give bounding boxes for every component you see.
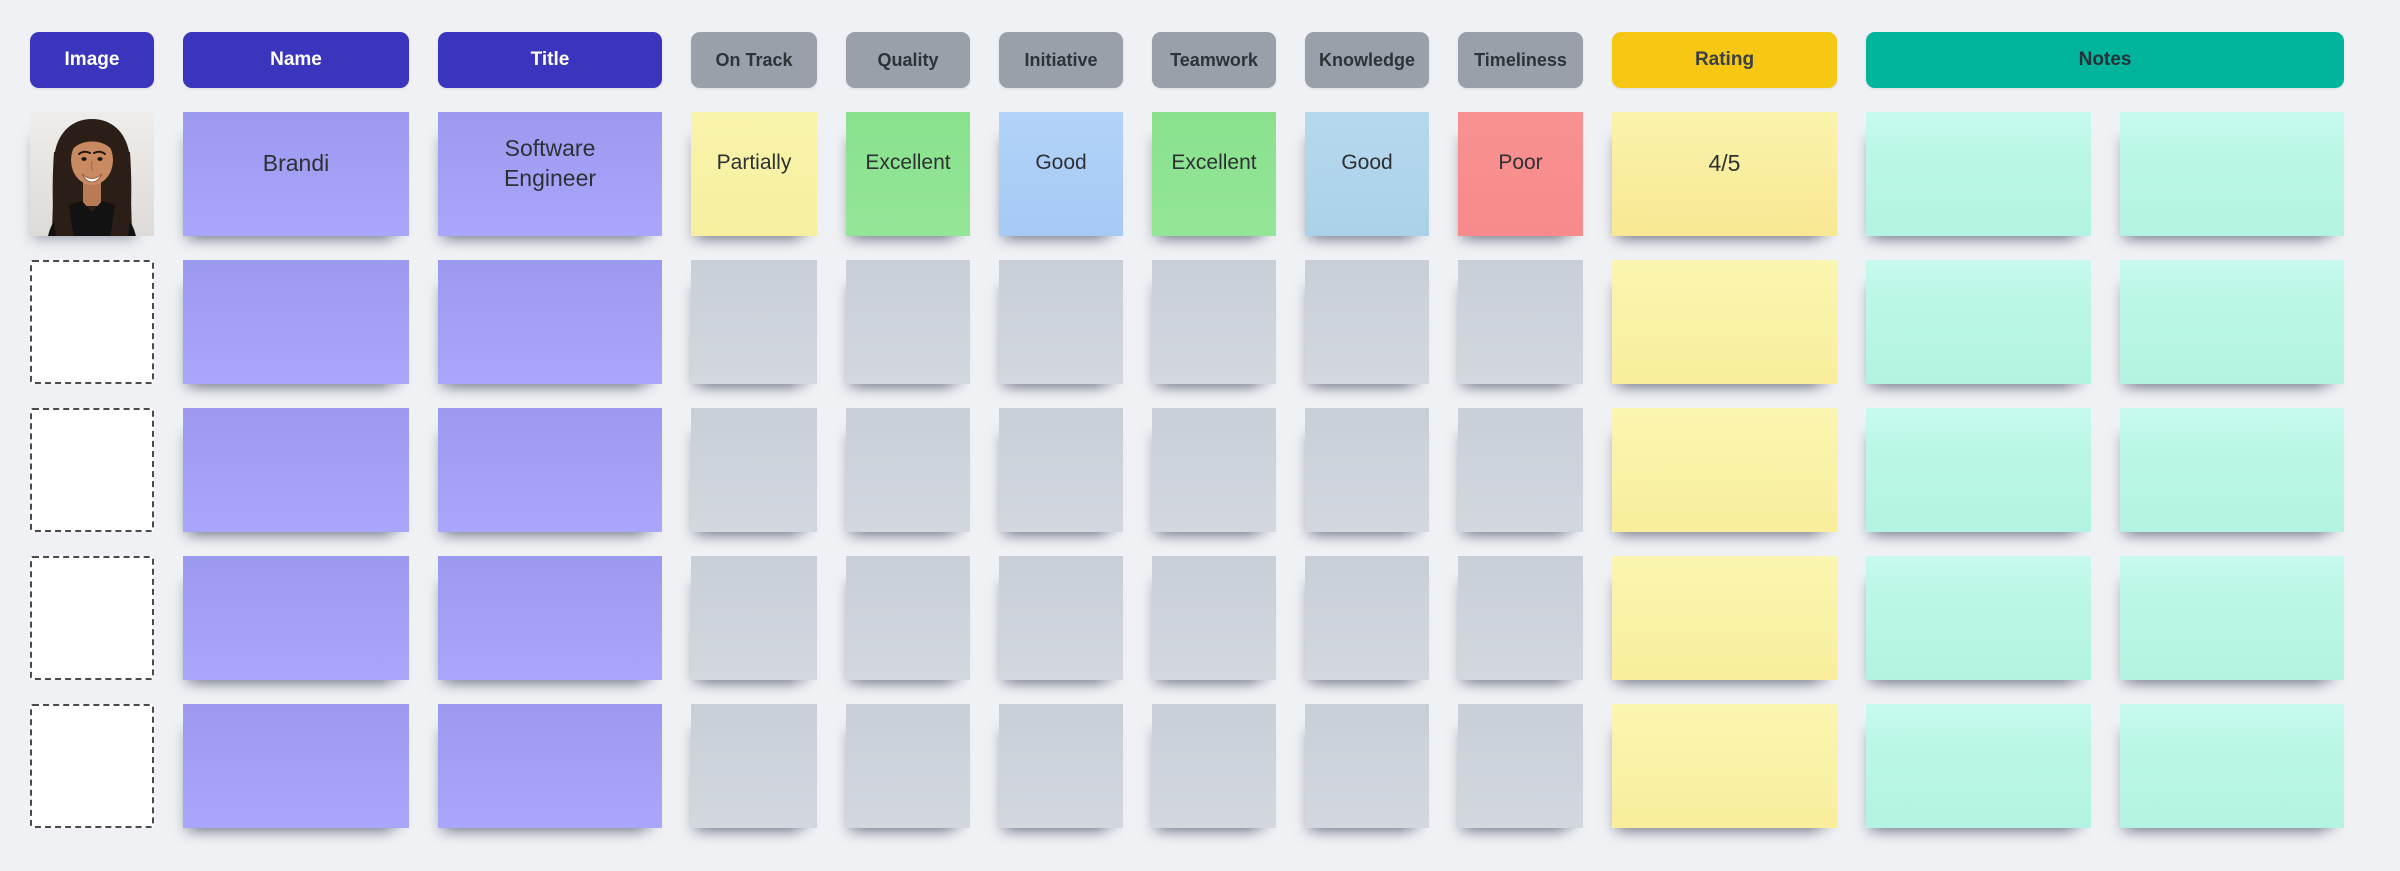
sticky-text: Partially bbox=[716, 151, 792, 175]
sticky-initiative-empty[interactable] bbox=[999, 704, 1123, 828]
sticky-title-empty[interactable] bbox=[438, 556, 662, 680]
sticky-on-track-empty[interactable] bbox=[691, 408, 817, 532]
sticky-quality-empty[interactable] bbox=[846, 556, 970, 680]
sticky-note-2-empty[interactable] bbox=[2120, 704, 2344, 828]
column-header-label: Name bbox=[270, 49, 322, 70]
sticky-rating-empty[interactable] bbox=[1612, 408, 1837, 532]
sticky-teamwork[interactable]: Excellent bbox=[1152, 112, 1276, 236]
sticky-rating[interactable]: 4/5 bbox=[1612, 112, 1837, 236]
column-header-image[interactable]: Image bbox=[30, 32, 154, 88]
employee-photo[interactable] bbox=[30, 112, 154, 236]
employee-photo-image bbox=[30, 112, 154, 236]
sticky-knowledge-empty[interactable] bbox=[1305, 556, 1429, 680]
sticky-knowledge-empty[interactable] bbox=[1305, 408, 1429, 532]
sticky-initiative-empty[interactable] bbox=[999, 260, 1123, 384]
sticky-name-empty[interactable] bbox=[183, 408, 409, 532]
sticky-text: Poor bbox=[1498, 151, 1543, 175]
sticky-initiative-empty[interactable] bbox=[999, 556, 1123, 680]
column-header-label: Initiative bbox=[1024, 49, 1098, 70]
sticky-note-1-empty[interactable] bbox=[1866, 556, 2091, 680]
column-header-label: Quality bbox=[877, 49, 939, 70]
sticky-knowledge[interactable]: Good bbox=[1305, 112, 1429, 236]
sticky-note-2-empty[interactable] bbox=[2120, 408, 2344, 532]
sticky-timeliness-empty[interactable] bbox=[1458, 408, 1583, 532]
sticky-note-2-empty[interactable] bbox=[2120, 260, 2344, 384]
column-header-teamwork[interactable]: Teamwork bbox=[1152, 32, 1276, 88]
sticky-note-2[interactable] bbox=[2120, 112, 2344, 236]
column-header-label: Timeliness bbox=[1474, 49, 1567, 70]
column-header-notes[interactable]: Notes bbox=[1866, 32, 2344, 88]
sticky-quality[interactable]: Excellent bbox=[846, 112, 970, 236]
sticky-text: Good bbox=[1341, 151, 1393, 175]
column-header-label: Knowledge bbox=[1318, 49, 1415, 70]
board-grid: Image Name Title On Track Quality Initia… bbox=[30, 32, 2344, 828]
sticky-on-track[interactable]: Partially bbox=[691, 112, 817, 236]
sticky-text: 4/5 bbox=[1708, 149, 1741, 176]
sticky-knowledge-empty[interactable] bbox=[1305, 704, 1429, 828]
sticky-teamwork-empty[interactable] bbox=[1152, 260, 1276, 384]
sticky-title-empty[interactable] bbox=[438, 260, 662, 384]
sticky-knowledge-empty[interactable] bbox=[1305, 260, 1429, 384]
sticky-title-empty[interactable] bbox=[438, 408, 662, 532]
sticky-note-1-empty[interactable] bbox=[1866, 704, 2091, 828]
sticky-initiative-empty[interactable] bbox=[999, 408, 1123, 532]
sticky-quality-empty[interactable] bbox=[846, 260, 970, 384]
column-header-label: Title bbox=[530, 49, 570, 70]
sticky-note-1[interactable] bbox=[1866, 112, 2091, 236]
sticky-name[interactable]: Brandi bbox=[183, 112, 409, 236]
sticky-rating-empty[interactable] bbox=[1612, 556, 1837, 680]
sticky-teamwork-empty[interactable] bbox=[1152, 704, 1276, 828]
sticky-text: Good bbox=[1035, 151, 1087, 175]
sticky-title-empty[interactable] bbox=[438, 704, 662, 828]
image-placeholder[interactable] bbox=[30, 704, 154, 828]
sticky-timeliness-empty[interactable] bbox=[1458, 260, 1583, 384]
sticky-quality-empty[interactable] bbox=[846, 408, 970, 532]
sticky-timeliness-empty[interactable] bbox=[1458, 556, 1583, 680]
image-placeholder[interactable] bbox=[30, 260, 154, 384]
sticky-name-empty[interactable] bbox=[183, 704, 409, 828]
column-header-label: Rating bbox=[1694, 49, 1755, 70]
column-header-quality[interactable]: Quality bbox=[846, 32, 970, 88]
sticky-name-empty[interactable] bbox=[183, 556, 409, 680]
sticky-teamwork-empty[interactable] bbox=[1152, 408, 1276, 532]
column-header-label: Notes bbox=[2078, 49, 2132, 70]
sticky-on-track-empty[interactable] bbox=[691, 260, 817, 384]
sticky-timeliness[interactable]: Poor bbox=[1458, 112, 1583, 236]
sticky-on-track-empty[interactable] bbox=[691, 704, 817, 828]
sticky-text: Excellent bbox=[865, 151, 951, 175]
sticky-title[interactable]: Software Engineer bbox=[438, 112, 662, 236]
column-header-label: Image bbox=[64, 49, 120, 70]
column-header-rating[interactable]: Rating bbox=[1612, 32, 1837, 88]
sticky-text: Brandi bbox=[262, 149, 330, 176]
sticky-note-2-empty[interactable] bbox=[2120, 556, 2344, 680]
column-header-title[interactable]: Title bbox=[438, 32, 662, 88]
sticky-quality-empty[interactable] bbox=[846, 704, 970, 828]
image-placeholder[interactable] bbox=[30, 408, 154, 532]
sticky-timeliness-empty[interactable] bbox=[1458, 704, 1583, 828]
column-header-label: On Track bbox=[715, 49, 793, 70]
sticky-teamwork-empty[interactable] bbox=[1152, 556, 1276, 680]
image-placeholder[interactable] bbox=[30, 556, 154, 680]
column-header-on-track[interactable]: On Track bbox=[691, 32, 817, 88]
sticky-text: Software Engineer bbox=[503, 134, 597, 191]
sticky-rating-empty[interactable] bbox=[1612, 260, 1837, 384]
sticky-note-1-empty[interactable] bbox=[1866, 408, 2091, 532]
sticky-note-1-empty[interactable] bbox=[1866, 260, 2091, 384]
column-header-name[interactable]: Name bbox=[183, 32, 409, 88]
sticky-initiative[interactable]: Good bbox=[999, 112, 1123, 236]
column-header-timeliness[interactable]: Timeliness bbox=[1458, 32, 1583, 88]
column-header-initiative[interactable]: Initiative bbox=[999, 32, 1123, 88]
sticky-on-track-empty[interactable] bbox=[691, 556, 817, 680]
column-header-knowledge[interactable]: Knowledge bbox=[1305, 32, 1429, 88]
column-header-label: Teamwork bbox=[1170, 49, 1258, 70]
sticky-name-empty[interactable] bbox=[183, 260, 409, 384]
sticky-rating-empty[interactable] bbox=[1612, 704, 1837, 828]
sticky-text: Excellent bbox=[1171, 151, 1257, 175]
